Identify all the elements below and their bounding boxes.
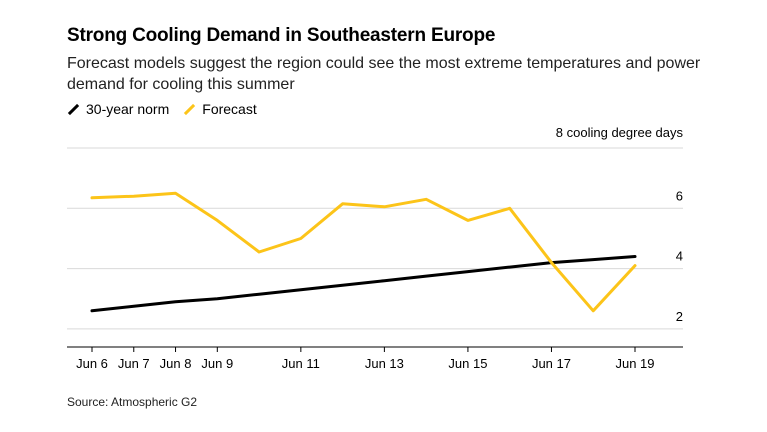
x-tick-label-jun-13: Jun 13	[365, 356, 404, 371]
y-tick-label-4: 4	[676, 249, 683, 264]
legend-label-forecast: Forecast	[202, 101, 257, 117]
x-tick-label-jun-6: Jun 6	[76, 356, 108, 371]
x-tick-label-jun-11: Jun 11	[282, 356, 320, 371]
forecast-line	[90, 191, 637, 313]
norm-line	[90, 255, 637, 313]
x-tick-label-jun-19: Jun 19	[615, 356, 654, 371]
x-tick-label-jun-17: Jun 17	[532, 356, 571, 371]
legend-label-norm: 30-year norm	[86, 101, 170, 117]
x-tick-label-jun-9: Jun 9	[201, 356, 233, 371]
source-note: Source: Atmospheric G2	[67, 395, 198, 409]
gridlines	[67, 147, 683, 330]
chart-title: Strong Cooling Demand in Southeastern Eu…	[67, 25, 496, 46]
chart-subtitle: Forecast models suggest the region could…	[67, 55, 701, 93]
legend-item-forecast: Forecast	[183, 101, 257, 117]
x-tick-label-jun-15: Jun 15	[448, 356, 487, 371]
x-tick-label-jun-7: Jun 7	[118, 356, 150, 371]
y-tick-label-2: 2	[676, 309, 683, 324]
legend: 30-year norm Forecast	[67, 101, 271, 117]
legend-item-norm: 30-year norm	[67, 101, 169, 117]
x-tick-label-jun-8: Jun 8	[160, 356, 192, 371]
y-tick-label-6: 6	[676, 188, 683, 203]
unit-label: 8 cooling degree days	[556, 125, 684, 140]
